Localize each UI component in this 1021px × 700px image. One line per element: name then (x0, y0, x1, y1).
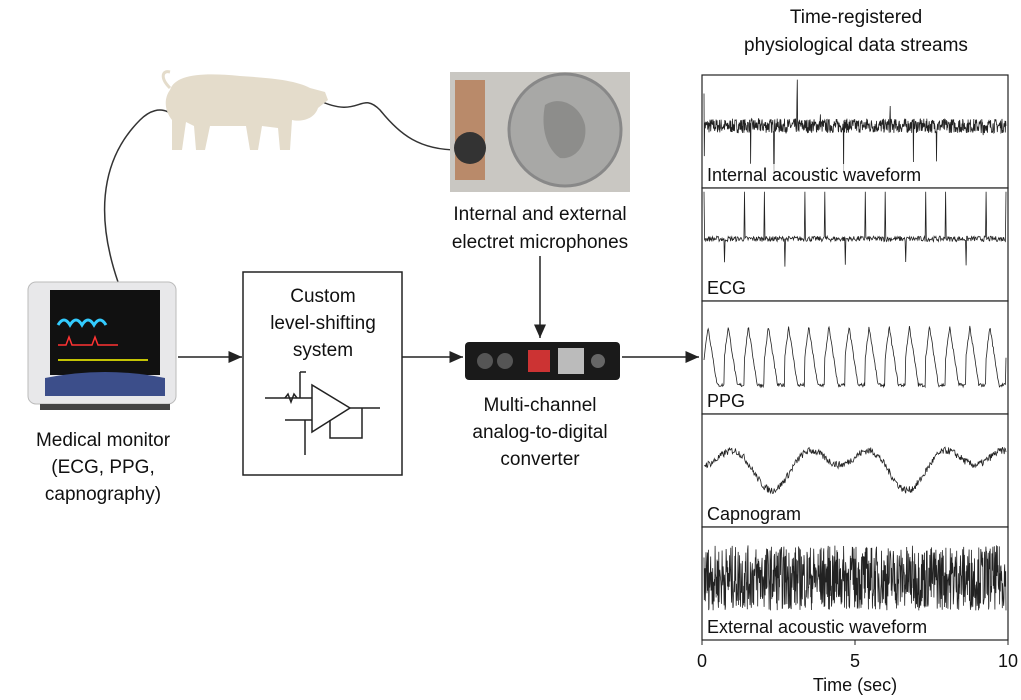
label: Medical monitor (36, 430, 171, 451)
panel-label-bg (704, 277, 944, 299)
panel-label: Capnogram (707, 504, 801, 524)
x-tick-label: 10 (998, 651, 1018, 671)
wire (103, 109, 169, 283)
x-tick-label: 5 (850, 651, 860, 671)
waveform (703, 191, 1007, 267)
label: Time-registered (790, 7, 922, 28)
panel-label-bg (704, 390, 944, 412)
converter-icon (465, 342, 620, 380)
panel-label-bg (704, 616, 944, 638)
level-shifter-box (242, 271, 403, 476)
wire (317, 99, 459, 151)
panel-label-bg (704, 503, 944, 525)
waveform (703, 545, 1007, 611)
panel-label: External acoustic waveform (707, 617, 927, 637)
label: analog-to-digital (472, 422, 607, 443)
microphone-photo (450, 72, 630, 192)
label: physiological data streams (744, 35, 968, 56)
waveform (703, 79, 1007, 173)
label: converter (500, 449, 580, 470)
label: capnography) (45, 484, 161, 505)
label: (ECG, PPG, (51, 457, 154, 478)
label: level-shifting (270, 313, 376, 334)
opamp-circuit (265, 371, 380, 455)
waveform (703, 446, 1007, 495)
label: Internal and external (453, 204, 626, 225)
label: Multi-channel (484, 395, 597, 416)
arrow (178, 256, 699, 363)
panel-label-bg (704, 164, 944, 186)
label: Custom (290, 286, 355, 307)
x-tick-label: 0 (697, 651, 707, 671)
x-axis-label: Time (sec) (813, 675, 897, 695)
panel-label: PPG (707, 391, 745, 411)
panel-label: ECG (707, 278, 746, 298)
label: system (293, 340, 353, 361)
panel-label: Internal acoustic waveform (707, 165, 921, 185)
monitor-icon (27, 281, 177, 410)
label: electret microphones (452, 232, 628, 253)
pig-icon (161, 70, 328, 150)
waveform (703, 325, 1007, 389)
